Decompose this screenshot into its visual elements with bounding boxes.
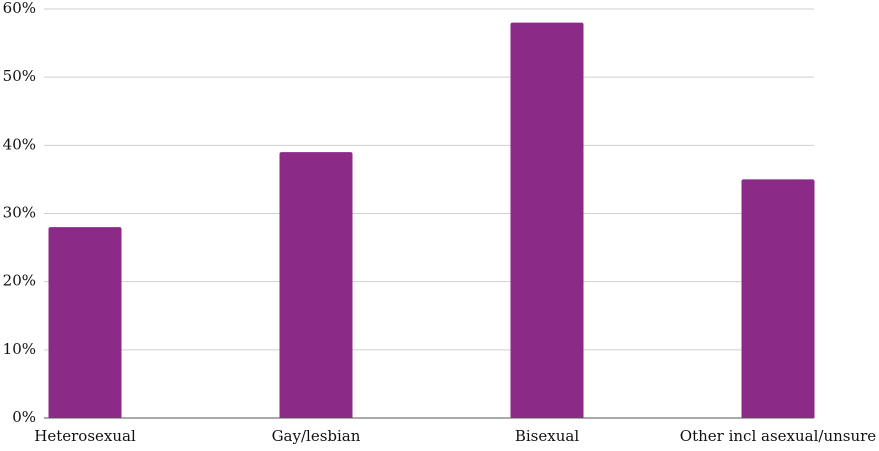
y-tick-label: 0%: [12, 408, 36, 426]
x-tick-label: Bisexual: [515, 427, 579, 445]
y-tick-label: 10%: [3, 340, 36, 358]
x-tick-label: Other incl asexual/unsure: [680, 427, 877, 445]
y-tick-label: 40%: [3, 135, 36, 153]
y-tick-label: 50%: [3, 67, 36, 85]
x-tick-label: Gay/lesbian: [272, 427, 361, 445]
y-tick-label: 30%: [3, 204, 36, 222]
bar: [510, 22, 584, 419]
y-tick-label: 60%: [3, 0, 36, 17]
bar: [279, 152, 353, 418]
bar: [741, 179, 815, 418]
bar: [48, 227, 122, 418]
x-tick-label: Heterosexual: [34, 427, 136, 445]
y-tick-label: 20%: [3, 272, 36, 290]
